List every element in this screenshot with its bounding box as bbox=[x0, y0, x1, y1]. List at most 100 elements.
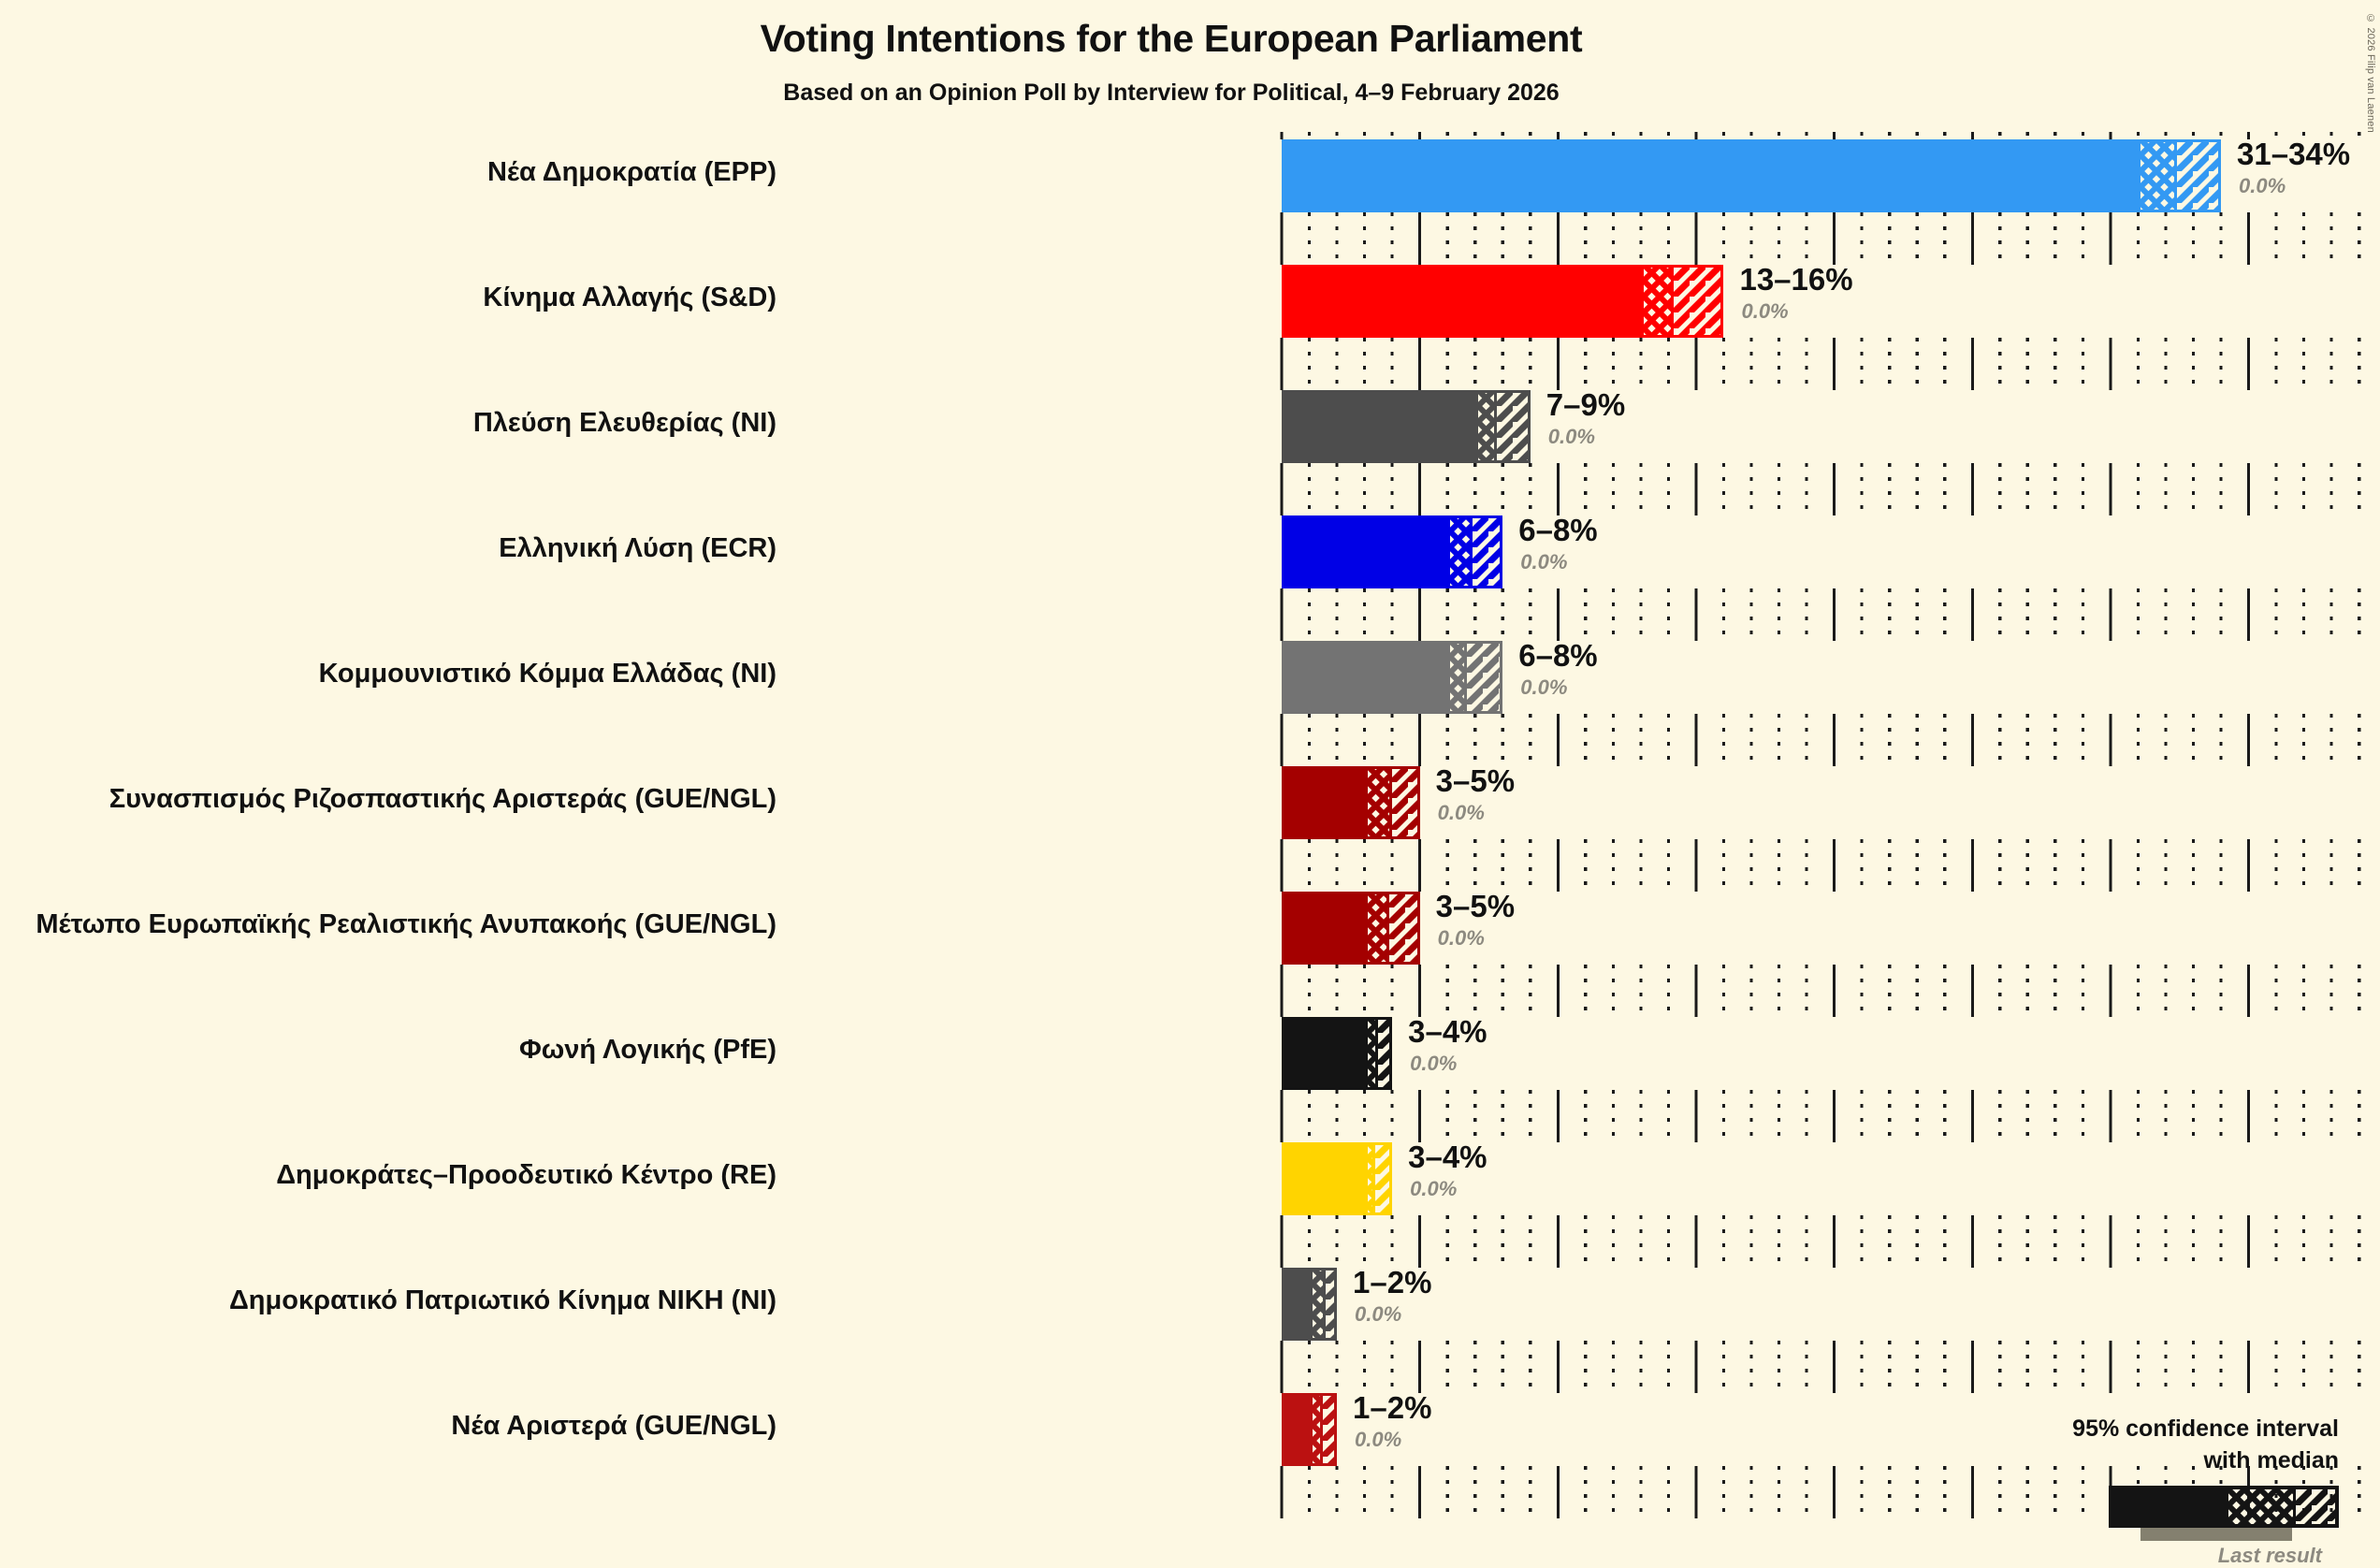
confidence-interval-bar[interactable] bbox=[1282, 1017, 1393, 1090]
confidence-interval-bar[interactable] bbox=[1282, 515, 1503, 588]
legend: 95% confidence interval with median Last… bbox=[2039, 1413, 2339, 1567]
diagonal-hatch-pattern bbox=[1466, 641, 1503, 714]
diagonal-hatch-pattern bbox=[1497, 390, 1531, 463]
last-result-label: 0.0% bbox=[1547, 425, 1595, 448]
last-result-label: 0.0% bbox=[1355, 1428, 1402, 1451]
bar-row: Ελληνική Λύση (ECR) 6–8% 0.0% bbox=[0, 498, 2380, 623]
legend-crosshatch-segment bbox=[2228, 1489, 2293, 1524]
diagonal-hatch-pattern bbox=[1323, 1393, 1338, 1466]
legend-solid-segment bbox=[2112, 1489, 2228, 1524]
legend-ci-swatch bbox=[2109, 1486, 2339, 1528]
bar-row: Κομμουνιστικό Κόμμα Ελλάδας (NI) 6–8% 0.0% bbox=[0, 623, 2380, 748]
confidence-interval-bar[interactable] bbox=[1282, 390, 1531, 463]
bar-diagonal-segment bbox=[1463, 641, 1503, 714]
crosshatch-pattern bbox=[1367, 1142, 1373, 1215]
confidence-interval-bar[interactable] bbox=[1282, 641, 1503, 714]
party-label: Πλεύση Ελευθερίας (NI) bbox=[472, 408, 776, 438]
crosshatch-pattern bbox=[2228, 1489, 2293, 1524]
bar-diagonal-segment bbox=[1372, 1142, 1393, 1215]
last-result-label: 0.0% bbox=[1410, 1052, 1458, 1075]
bar-row: Δημοκράτες–Προοδευτικό Κέντρο (RE) 3–4% 0.… bbox=[0, 1125, 2380, 1250]
last-result-label: 0.0% bbox=[1355, 1302, 1402, 1326]
chart-title: Voting Intentions for the European Parli… bbox=[760, 17, 1583, 60]
diagonal-hatch-pattern bbox=[1392, 766, 1420, 839]
last-result-label: 0.0% bbox=[1410, 1177, 1458, 1200]
value-range-label: 3–5% bbox=[1435, 889, 1516, 923]
bar-outline bbox=[1364, 892, 1420, 965]
party-label: Δημοκράτες–Προοδευτικό Κέντρο (RE) bbox=[276, 1160, 776, 1190]
party-label: Μέτωπο Ευρωπαϊκής Ρεαλιστικής Ανυπακοής … bbox=[36, 909, 776, 939]
diagonal-hatch-pattern bbox=[1375, 1142, 1393, 1215]
bar-outline bbox=[1364, 1142, 1393, 1215]
crosshatch-pattern bbox=[1312, 1268, 1324, 1341]
crosshatch-pattern bbox=[1450, 515, 1470, 588]
bar-row: Νέα Αριστερά (GUE/NGL) 1–2% 0.0% bbox=[0, 1375, 2380, 1501]
confidence-interval-bar[interactable] bbox=[1282, 766, 1420, 839]
bar-row: Μέτωπο Ευρωπαϊκής Ρεαλιστικής Ανυπακοής … bbox=[0, 874, 2380, 999]
last-result-label: 0.0% bbox=[1520, 550, 1568, 573]
legend-line-1: 95% confidence interval bbox=[2072, 1416, 2339, 1442]
value-range-label: 6–8% bbox=[1518, 513, 1598, 547]
party-label: Κομμουνιστικό Κόμμα Ελλάδας (NI) bbox=[318, 659, 776, 689]
party-label: Δημοκρατικό Πατριωτικό Κίνημα ΝΙΚΗ (NI) bbox=[228, 1285, 776, 1315]
bar-diagonal-segment bbox=[2173, 139, 2221, 212]
last-result-label: 0.0% bbox=[2239, 174, 2286, 197]
bar-row: Πλεύση Ελευθερίας (NI) 7–9% 0.0% bbox=[0, 372, 2380, 498]
crosshatch-pattern bbox=[1367, 892, 1387, 965]
value-range-label: 3–4% bbox=[1408, 1014, 1488, 1049]
party-label: Nέα Δημοκρατία (EPP) bbox=[486, 157, 776, 187]
chart-subtitle: Based on an Opinion Poll by Interview fo… bbox=[783, 80, 1560, 106]
confidence-interval-bar[interactable] bbox=[1282, 1268, 1338, 1341]
legend-last-result-swatch bbox=[2141, 1528, 2292, 1541]
value-range-label: 1–2% bbox=[1353, 1390, 1432, 1425]
crosshatch-pattern bbox=[1477, 390, 1495, 463]
diagonal-hatch-pattern bbox=[1472, 515, 1503, 588]
crosshatch-pattern bbox=[1450, 641, 1464, 714]
value-range-label: 7–9% bbox=[1546, 387, 1626, 422]
bar-diagonal-segment bbox=[1671, 265, 1724, 338]
party-label: Συνασπισμός Ριζοσπαστικής Αριστεράς (GUE… bbox=[109, 784, 776, 814]
value-range-label: 31–34% bbox=[2237, 137, 2351, 171]
bar-outline bbox=[1447, 641, 1503, 714]
bar-diagonal-segment bbox=[1469, 515, 1503, 588]
bar-solid-segment bbox=[1282, 1142, 1365, 1215]
bar-solid-segment bbox=[1282, 515, 1448, 588]
bar-diagonal-segment bbox=[1320, 1393, 1338, 1466]
crosshatch-pattern bbox=[1312, 1393, 1321, 1466]
legend-swatch-wrap: Last result bbox=[2039, 1486, 2339, 1567]
bar-solid-segment bbox=[1282, 892, 1365, 965]
bar-diagonal-segment bbox=[1386, 892, 1420, 965]
bar-row: Nέα Δημοκρατία (EPP) 31–34% 0.0% bbox=[0, 122, 2380, 247]
confidence-interval-bar[interactable] bbox=[1282, 1142, 1393, 1215]
crosshatch-pattern bbox=[2141, 139, 2174, 212]
value-range-label: 6–8% bbox=[1518, 638, 1598, 673]
bar-row: Φωνή Λογικής (PfE) 3–4% 0.0% bbox=[0, 999, 2380, 1125]
bar-outline bbox=[1640, 265, 1724, 338]
diagonal-hatch-pattern bbox=[1389, 892, 1420, 965]
confidence-interval-bar[interactable] bbox=[1282, 1393, 1338, 1466]
copyright-notice: © 2026 Filip van Laenen bbox=[2365, 13, 2376, 133]
crosshatch-pattern bbox=[1643, 265, 1672, 338]
diagonal-hatch-pattern bbox=[1378, 1017, 1393, 1090]
bar-outline bbox=[1447, 515, 1503, 588]
confidence-interval-bar[interactable] bbox=[1282, 892, 1420, 965]
confidence-interval-bar[interactable] bbox=[1282, 139, 2221, 212]
diagonal-hatch-pattern bbox=[1326, 1268, 1338, 1341]
bar-outline bbox=[1474, 390, 1531, 463]
bar-row: Δημοκρατικό Πατριωτικό Κίνημα ΝΙΚΗ (NI) 1… bbox=[0, 1250, 2380, 1375]
value-range-label: 3–5% bbox=[1435, 763, 1516, 798]
bar-solid-segment bbox=[1282, 1393, 1310, 1466]
bar-row: Συνασπισμός Ριζοσπαστικής Αριστεράς (GUE… bbox=[0, 748, 2380, 874]
party-label: Φωνή Λογικής (PfE) bbox=[518, 1035, 776, 1065]
plot-area: Nέα Δημοκρατία (EPP) 31–34% 0.0% Κίνημα Αλλ… bbox=[0, 122, 2380, 1566]
confidence-interval-bar[interactable] bbox=[1282, 265, 1724, 338]
bar-outline bbox=[1364, 1017, 1393, 1090]
last-result-label: 0.0% bbox=[1520, 675, 1568, 699]
party-label: Ελληνική Λύση (ECR) bbox=[499, 533, 776, 563]
value-range-label: 1–2% bbox=[1353, 1265, 1432, 1299]
last-result-label: 0.0% bbox=[1437, 801, 1485, 824]
bar-solid-segment bbox=[1282, 265, 1641, 338]
bar-row: Κίνημα Αλλαγής (S&D) 13–16% 0.0% bbox=[0, 247, 2380, 372]
bar-diagonal-segment bbox=[1494, 390, 1531, 463]
bar-solid-segment bbox=[1282, 1017, 1365, 1090]
